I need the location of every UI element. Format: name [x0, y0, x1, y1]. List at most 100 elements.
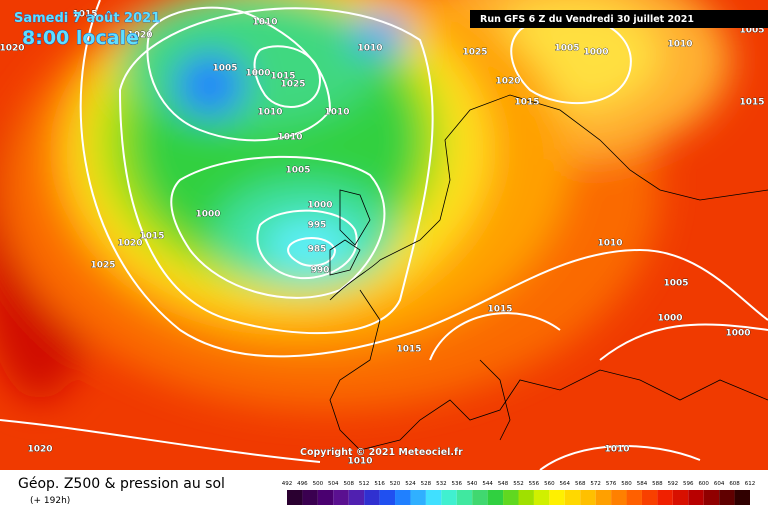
- isobar-label: 1015: [396, 345, 421, 355]
- scale-label: 536: [452, 481, 463, 487]
- scale-label: 588: [652, 481, 663, 487]
- scale-label: 580: [621, 481, 632, 487]
- isobar-label: 1005: [739, 26, 764, 36]
- scale-swatch: [410, 490, 426, 505]
- isobar-label: 995: [308, 221, 327, 231]
- scale-label: 528: [421, 481, 432, 487]
- scale-label: 556: [529, 481, 540, 487]
- isobar-label: 1000: [657, 314, 682, 324]
- run-banner: [470, 10, 768, 28]
- scale-label: 548: [498, 481, 509, 487]
- isobar-label: 1020: [117, 239, 142, 249]
- scale-swatch: [425, 490, 442, 505]
- scale-swatch: [657, 490, 673, 505]
- scale-swatch: [503, 490, 519, 505]
- scale-swatch: [734, 490, 750, 505]
- scale-swatch: [595, 490, 612, 505]
- scale-swatch: [611, 490, 627, 505]
- scale-label: 520: [390, 481, 401, 487]
- scale-label: 532: [436, 481, 447, 487]
- scale-swatch: [348, 490, 365, 505]
- isobar-label: 1010: [277, 133, 302, 143]
- isobar-label: 1020: [495, 77, 520, 87]
- scale-swatch: [626, 490, 642, 505]
- isobar-label: 1000: [307, 201, 332, 211]
- scale-label: 608: [729, 481, 740, 487]
- scale-swatch: [564, 490, 581, 505]
- scale-label: 552: [513, 481, 524, 487]
- scale-swatch: [287, 490, 303, 505]
- isobar-label: 1010: [604, 445, 629, 455]
- scale-label: 496: [297, 481, 308, 487]
- isobar-label: 1015: [514, 98, 539, 108]
- isobar-label: 1000: [583, 48, 608, 58]
- scale-label: 572: [590, 481, 601, 487]
- scale-swatch: [703, 490, 720, 505]
- scale-swatch: [364, 490, 380, 505]
- isobar-label: 1010: [357, 44, 382, 54]
- isobar-label: 1015: [739, 98, 764, 108]
- scale-label: 612: [745, 481, 756, 487]
- isobar-label: 1025: [462, 48, 487, 58]
- coastlines: [329, 94, 768, 451]
- scale-label: 524: [405, 481, 416, 487]
- scale-label: 492: [282, 481, 293, 487]
- scale-label: 512: [359, 481, 370, 487]
- scale-label: 600: [698, 481, 709, 487]
- isobar-label: 1010: [324, 108, 349, 118]
- isobar-label: 1020: [0, 44, 25, 54]
- isobars: [0, 0, 768, 470]
- scale-swatch: [688, 490, 704, 505]
- scale-swatch: [518, 490, 534, 505]
- forecast-date: Samedi 7 août 2021: [14, 11, 160, 26]
- isobar-label: 1020: [127, 31, 152, 41]
- isobar-label: 1000: [195, 210, 220, 220]
- isobar-label: 1005: [554, 44, 579, 54]
- isobar-label: 1015: [487, 305, 512, 315]
- scale-swatch: [472, 490, 488, 505]
- scale-swatch: [549, 490, 565, 505]
- scale-label: 544: [482, 481, 493, 487]
- isobar-label: 1005: [663, 279, 688, 289]
- scale-swatch: [533, 490, 550, 505]
- isobar-label: 985: [308, 245, 327, 255]
- isobar-label: 1015: [72, 10, 97, 20]
- scale-label: 516: [374, 481, 385, 487]
- scale-label: 540: [467, 481, 478, 487]
- scale-swatch: [302, 490, 318, 505]
- scale-swatch: [441, 490, 457, 505]
- scale-swatch: [487, 490, 504, 505]
- color-scale: 492 496 500 504 508 512 516 520 524 528 532 536 540 5…: [282, 481, 756, 505]
- isobar-label: 990: [311, 266, 330, 276]
- scale-swatch: [719, 490, 735, 505]
- isobar-label: 1010: [252, 18, 277, 28]
- copyright: Copyright © 2021 Meteociel.fr: [300, 447, 463, 458]
- isobar-label: 1005: [212, 64, 237, 74]
- geopotential-field: [0, 0, 768, 470]
- scale-swatch: [580, 490, 596, 505]
- scale-label: 504: [328, 481, 339, 487]
- scale-swatch: [379, 490, 396, 505]
- scale-swatch: [641, 490, 658, 505]
- legend-lead: (+ 192h): [30, 496, 70, 506]
- scale-label: 592: [668, 481, 679, 487]
- scale-label: 568: [575, 481, 586, 487]
- scale-label: 508: [343, 481, 354, 487]
- scale-swatch: [672, 490, 689, 505]
- isobar-label: 1025: [280, 80, 305, 90]
- isobar-label: 1000: [725, 329, 750, 339]
- isobar-label: 1020: [27, 445, 52, 455]
- scale-swatch: [456, 490, 473, 505]
- scale-label: 576: [606, 481, 617, 487]
- legend-title: Géop. Z500 & pression au sol: [18, 476, 225, 492]
- isobar-label: 1010: [667, 40, 692, 50]
- isobar-label: 1010: [347, 457, 372, 467]
- scale-label: 596: [683, 481, 694, 487]
- scale-label: 560: [544, 481, 555, 487]
- scale-label: 500: [313, 481, 324, 487]
- isobar-label: 1005: [285, 166, 310, 176]
- isobar-label: 1025: [90, 261, 115, 271]
- forecast-time: 8:00 locale: [22, 27, 139, 49]
- isobar-label: 1000: [245, 69, 270, 79]
